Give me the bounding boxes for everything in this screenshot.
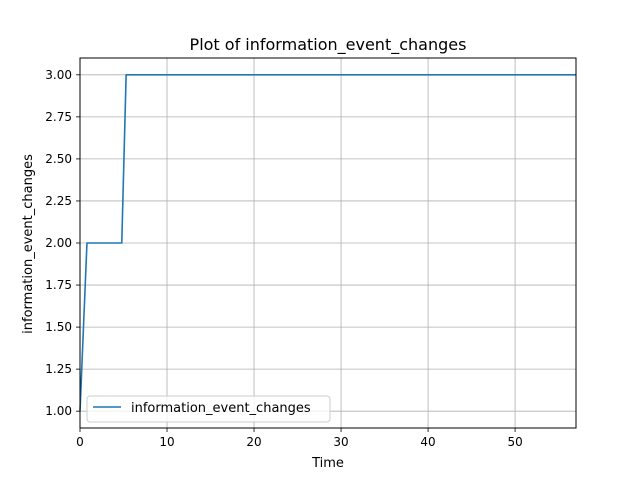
x-tick-label: 0 [76, 435, 84, 449]
chart-title: Plot of information_event_changes [190, 35, 467, 55]
y-axis-ticks: 1.00 1.25 1.50 1.75 2.00 2.25 2.50 2.75 3.00 [45, 68, 80, 418]
y-tick-label: 1.25 [45, 362, 72, 376]
x-axis-ticks: 0 10 20 30 40 50 [76, 428, 523, 449]
x-tick-label: 30 [333, 435, 348, 449]
x-tick-label: 10 [159, 435, 174, 449]
y-tick-label: 2.50 [45, 152, 72, 166]
y-tick-label: 2.75 [45, 110, 72, 124]
y-tick-label: 1.00 [45, 404, 72, 418]
y-tick-label: 1.50 [45, 320, 72, 334]
y-axis-label: information_event_changes [21, 154, 36, 334]
series-layer [79, 74, 576, 412]
y-tick-label: 3.00 [45, 68, 72, 82]
x-axis-label: Time [311, 456, 344, 471]
y-tick-label: 1.75 [45, 278, 72, 292]
y-tick-label: 2.00 [45, 236, 72, 250]
legend-label: information_event_changes [131, 401, 311, 416]
legend: information_event_changes [86, 395, 331, 423]
series-line [79, 74, 576, 412]
legend-box [86, 395, 331, 423]
y-tick-label: 2.25 [45, 194, 72, 208]
x-tick-label: 50 [507, 435, 522, 449]
x-tick-label: 20 [246, 435, 261, 449]
x-tick-label: 40 [420, 435, 435, 449]
